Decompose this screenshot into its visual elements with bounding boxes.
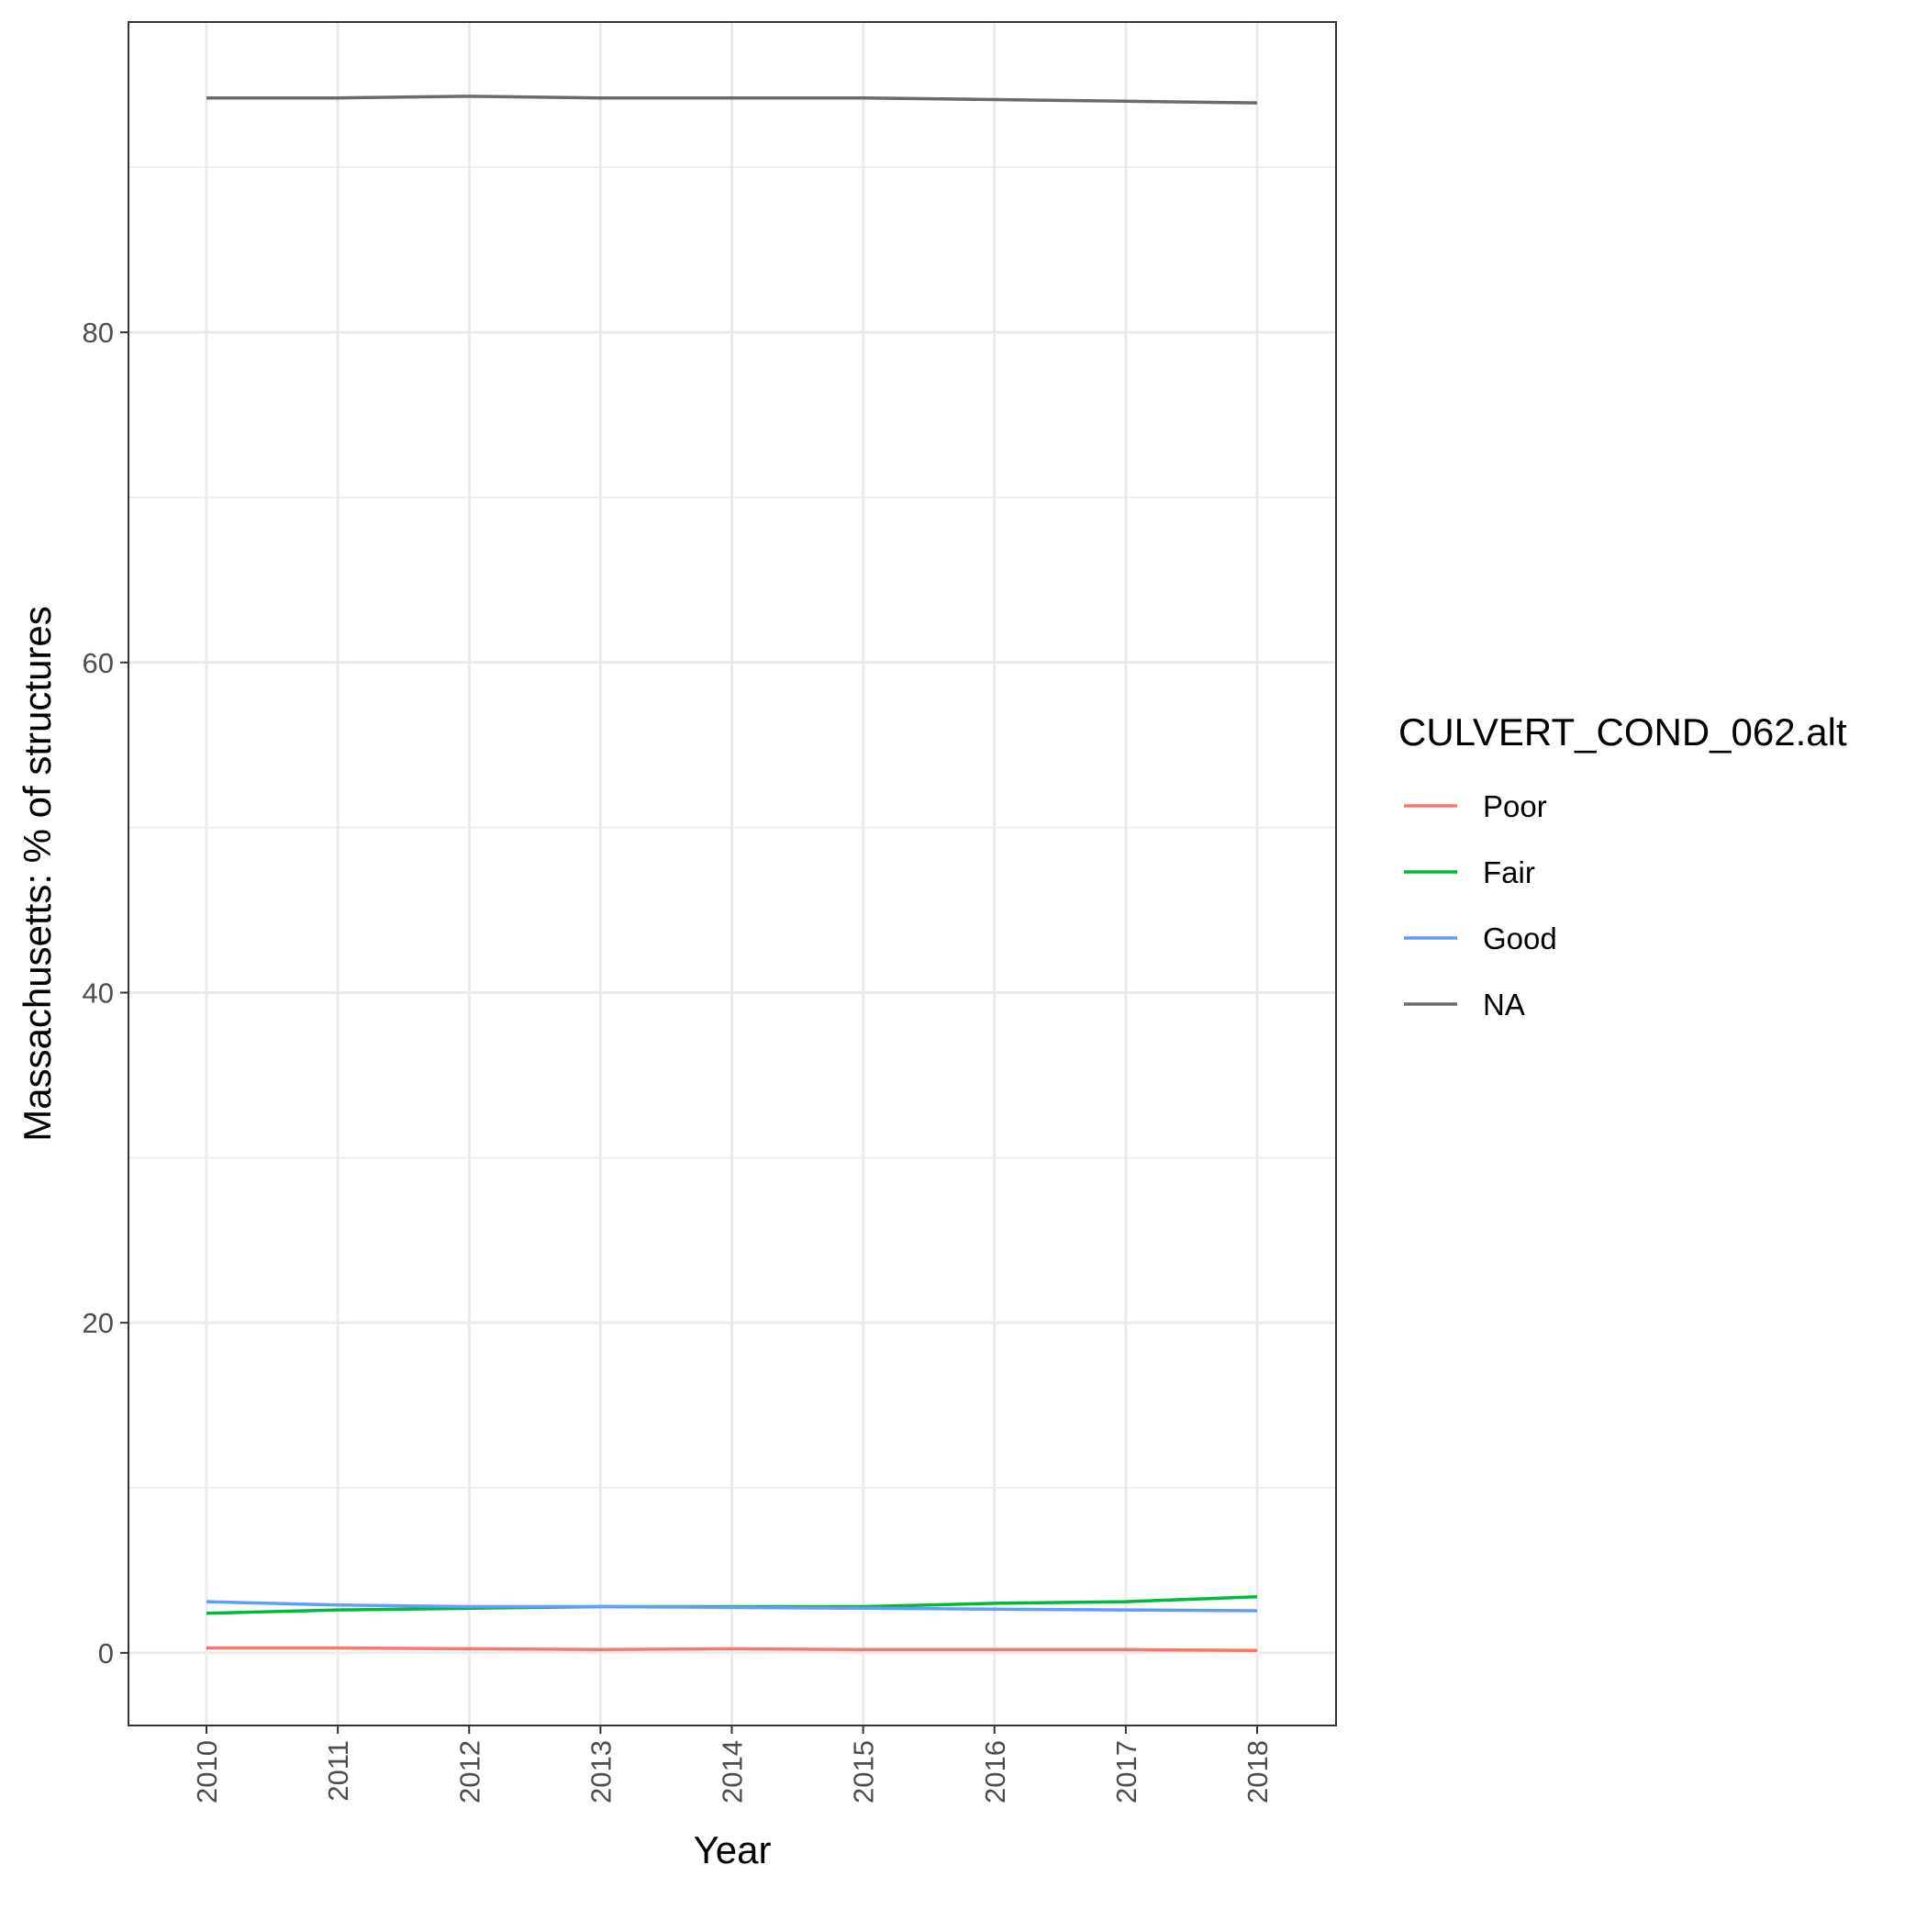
legend-label-fair: Fair (1483, 855, 1535, 889)
series-line-good (206, 1600, 1258, 1613)
y-tick-label: 60 (83, 647, 114, 679)
series-line-poor (206, 1646, 1258, 1652)
y-tick-label: 80 (83, 317, 114, 349)
grid (128, 22, 1336, 1725)
x-axis-title: Year (694, 1828, 772, 1871)
series-line-na (206, 95, 1258, 105)
legend: CULVERT_COND_062.alt Poor Fair Good NA (1398, 710, 1847, 1022)
y-tick-label: 0 (98, 1637, 114, 1670)
x-tick-label: 2018 (1242, 1740, 1274, 1804)
x-tick-label: 2015 (848, 1740, 880, 1804)
legend-label-good: Good (1483, 921, 1557, 955)
x-tick-label: 2016 (979, 1740, 1011, 1804)
axes: 0 20 40 60 80 2010 2011 2012 2013 2014 2015 2016 201… (83, 317, 1274, 1804)
legend-label-poor: Poor (1483, 789, 1547, 823)
y-axis-title: Massachusetts: % of structures (16, 606, 59, 1142)
legend-title: CULVERT_COND_062.alt (1398, 710, 1847, 754)
x-tick-label: 2014 (717, 1740, 749, 1804)
x-tick-label: 2011 (322, 1740, 354, 1802)
x-tick-label: 2017 (1110, 1740, 1142, 1804)
y-tick-label: 20 (83, 1307, 114, 1339)
legend-label-na: NA (1483, 988, 1525, 1022)
y-tick-label: 40 (83, 977, 114, 1009)
x-tick-label: 2013 (585, 1740, 617, 1804)
series-lines (206, 95, 1258, 1652)
x-tick-label: 2012 (453, 1740, 485, 1804)
x-tick-label: 2010 (191, 1740, 223, 1804)
